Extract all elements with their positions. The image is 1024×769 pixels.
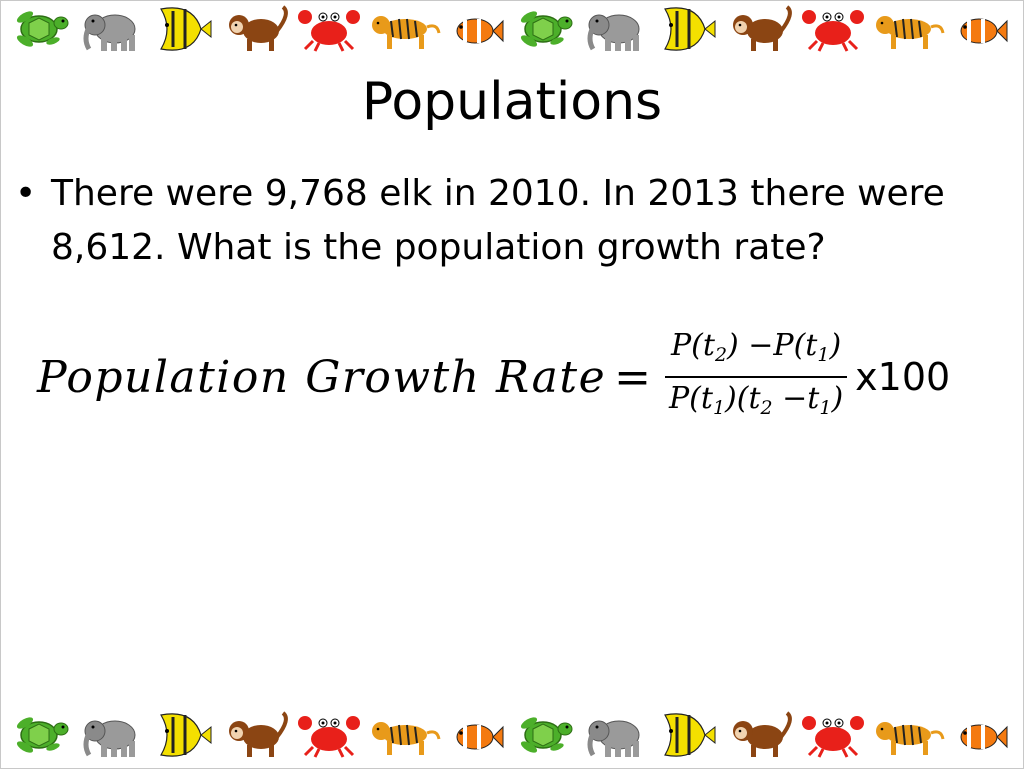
formula-lhs: Population Growth Rate bbox=[37, 351, 607, 403]
bullet-item: • There were 9,768 elk in 2010. In 2013 … bbox=[15, 167, 1005, 275]
animal-border-bottom bbox=[9, 709, 1017, 761]
fraction-bar bbox=[665, 376, 848, 378]
bullet-icon: • bbox=[15, 173, 37, 214]
bullet-line-2: 8,612. What is the population growth rat… bbox=[51, 227, 826, 268]
slide-title: Populations bbox=[361, 72, 663, 132]
formula-fraction: P(t2) −P(t1) P(t1)(t2 −t1) bbox=[665, 327, 848, 427]
formula-multiplier: x100 bbox=[855, 355, 951, 399]
bullet-line-1: There were 9,768 elk in 2010. In 2013 th… bbox=[51, 173, 945, 214]
formula-denominator: P(t1)(t2 −t1) bbox=[669, 381, 844, 419]
formula-equals: = bbox=[614, 351, 651, 403]
bullet-list: • There were 9,768 elk in 2010. In 2013 … bbox=[15, 167, 1005, 275]
growth-rate-formula: Population Growth Rate = P(t2) −P(t1) P(… bbox=[37, 327, 950, 427]
animal-border-bottom-art bbox=[14, 711, 1009, 761]
formula-numerator: P(t2) −P(t1) bbox=[670, 328, 842, 366]
animal-border-top-art bbox=[14, 5, 1009, 55]
animal-border-top bbox=[9, 3, 1017, 55]
